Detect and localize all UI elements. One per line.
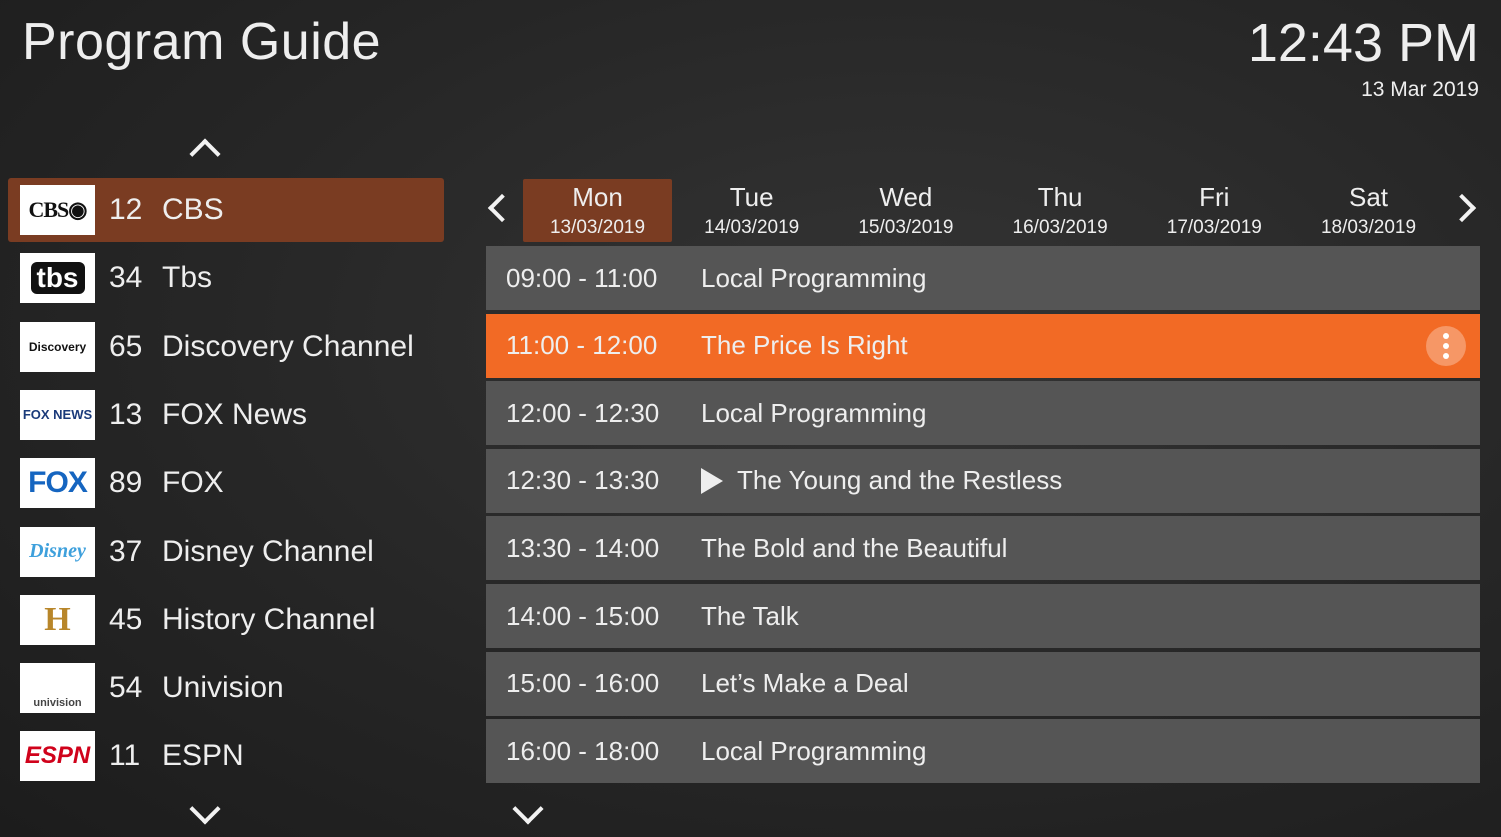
channel-row[interactable]: FOX NEWS 13 FOX News <box>8 383 444 447</box>
channel-logo: Discovery <box>20 321 95 372</box>
next-day-icon[interactable] <box>1447 193 1477 223</box>
program-time: 13:30 - 14:00 <box>506 532 660 563</box>
program-title: The Price Is Right <box>701 330 908 361</box>
channel-logo: ESPN <box>20 731 95 782</box>
day-date: 16/03/2019 <box>1012 217 1108 238</box>
program-time: 15:00 - 16:00 <box>506 668 660 699</box>
channel-row[interactable]: Discovery 65 Discovery Channel <box>8 315 444 379</box>
day-name: Thu <box>1037 182 1083 212</box>
channel-logo-text: FOX NEWS <box>22 406 93 422</box>
channel-number: 45 <box>109 602 143 636</box>
channel-number: 13 <box>109 397 143 431</box>
day-name: Sat <box>1348 182 1389 212</box>
channel-row[interactable]: Disney 37 Disney Channel <box>8 520 444 584</box>
day-date: 13/03/2019 <box>549 217 646 238</box>
channel-scroll-up-icon[interactable] <box>189 138 221 170</box>
day-name: Wed <box>879 182 933 212</box>
program-title: The Bold and the Beautiful <box>701 532 1008 563</box>
program-row[interactable]: 09:00 - 11:00 Local Programming <box>486 246 1480 310</box>
program-title: Local Programming <box>701 397 927 428</box>
program-time: 16:00 - 18:00 <box>506 735 660 766</box>
channel-name: Univision <box>162 671 284 705</box>
channel-logo: tbs <box>20 253 95 304</box>
channel-name: Discovery Channel <box>162 329 414 363</box>
day-date: 18/03/2019 <box>1320 217 1417 238</box>
channel-name: ESPN <box>162 739 244 773</box>
channel-logo-text: ESPN <box>24 742 91 770</box>
channel-logo: H <box>20 594 95 645</box>
channel-logo: CBS◉ <box>20 185 95 235</box>
channel-logo-text: tbs <box>30 262 85 295</box>
channel-row[interactable]: CBS◉ 12 CBS <box>8 178 444 242</box>
more-options-icon[interactable] <box>1426 325 1466 366</box>
program-row[interactable]: 15:00 - 16:00 Let’s Make a Deal <box>486 651 1480 716</box>
channel-number: 37 <box>109 534 143 568</box>
program-title: Local Programming <box>701 262 927 293</box>
channel-name: CBS <box>162 193 224 226</box>
channel-logo-text: FOX <box>28 466 88 500</box>
program-scroll-down-icon[interactable] <box>512 793 544 825</box>
clock: 12:43 PM <box>1247 13 1479 73</box>
channel-name: History Channel <box>162 602 376 636</box>
channel-logo-text: CBS◉ <box>28 197 88 222</box>
program-row[interactable]: 11:00 - 12:00 The Price Is Right <box>486 313 1480 378</box>
channel-name: FOX <box>162 466 224 500</box>
channel-number: 65 <box>109 329 143 363</box>
program-title: The Talk <box>701 600 799 631</box>
program-row[interactable]: 12:30 - 13:30 The Young and the Restless <box>486 448 1480 513</box>
channel-number: 12 <box>109 193 143 226</box>
channel-number: 54 <box>109 671 143 705</box>
channel-logo-text: univision <box>33 697 82 710</box>
previous-day-icon[interactable] <box>487 193 517 223</box>
program-title: Let’s Make a Deal <box>701 668 909 699</box>
channel-row[interactable]: univision 54 Univision <box>8 656 444 720</box>
program-time: 09:00 - 11:00 <box>506 262 658 293</box>
current-date: 13 Mar 2019 <box>1361 78 1479 101</box>
channel-number: 89 <box>109 466 143 500</box>
channel-logo-text: H <box>44 600 71 638</box>
program-time: 11:00 - 12:00 <box>506 330 658 361</box>
channel-logo-text: Disney <box>29 540 86 562</box>
channel-logo-text: Discovery <box>28 339 87 354</box>
channel-row[interactable]: H 45 History Channel <box>8 588 444 652</box>
program-row[interactable]: 16:00 - 18:00 Local Programming <box>486 719 1480 784</box>
program-time: 14:00 - 15:00 <box>506 600 660 631</box>
program-row[interactable]: 12:00 - 12:30 Local Programming <box>486 381 1480 446</box>
channel-name: Disney Channel <box>162 534 374 568</box>
channel-row[interactable]: FOX 89 FOX <box>8 451 444 515</box>
program-row[interactable]: 14:00 - 15:00 The Talk <box>486 584 1480 648</box>
program-time: 12:30 - 13:30 <box>506 465 660 496</box>
day-date: 17/03/2019 <box>1166 217 1262 238</box>
channel-number: 34 <box>109 261 143 295</box>
channel-number: 11 <box>109 739 141 773</box>
program-title: Local Programming <box>701 735 927 766</box>
day-name: Tue <box>729 182 774 212</box>
channel-logo: univision <box>20 663 95 714</box>
day-tab[interactable]: Thu 16/03/2019 <box>986 179 1135 242</box>
program-time: 12:00 - 12:30 <box>506 397 660 428</box>
day-tab[interactable]: Wed 15/03/2019 <box>831 179 980 242</box>
program-title: The Young and the Restless <box>737 465 1063 496</box>
day-date: 15/03/2019 <box>858 217 954 238</box>
channel-logo: Disney <box>20 526 95 577</box>
channel-scroll-down-icon[interactable] <box>189 793 221 825</box>
program-row[interactable]: 13:30 - 14:00 The Bold and the Beautiful <box>486 516 1480 581</box>
channel-row[interactable]: ESPN 11 ESPN <box>8 724 444 788</box>
day-date: 14/03/2019 <box>704 217 800 238</box>
day-tab[interactable]: Fri 17/03/2019 <box>1140 179 1289 242</box>
day-name: Fri <box>1199 182 1230 212</box>
channel-row[interactable]: tbs 34 Tbs <box>8 246 444 310</box>
day-name: Mon <box>572 182 623 212</box>
day-tab[interactable]: Sat 18/03/2019 <box>1294 179 1443 242</box>
channel-name: Tbs <box>162 261 213 295</box>
channel-name: FOX News <box>162 397 308 431</box>
channel-logo: FOX <box>20 458 95 509</box>
page-title: Program Guide <box>22 13 382 71</box>
day-tab[interactable]: Tue 14/03/2019 <box>677 179 826 242</box>
play-icon <box>701 467 723 494</box>
day-tab[interactable]: Mon 13/03/2019 <box>523 179 672 242</box>
channel-logo: FOX NEWS <box>20 389 95 440</box>
